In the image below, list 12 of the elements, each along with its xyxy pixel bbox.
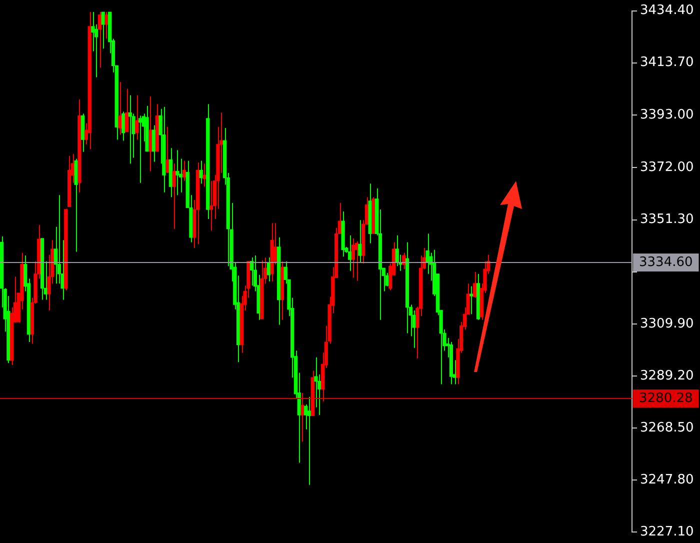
y-tick-label: 3268.50: [640, 420, 694, 436]
y-tick-label: 3393.00: [640, 107, 694, 122]
y-tick-label: 3351.30: [640, 212, 694, 228]
ref-line-label: 3280.28: [639, 390, 693, 406]
y-tick-label: 3289.20: [640, 368, 694, 384]
ref-line-label: 3334.60: [639, 254, 693, 270]
y-tick-label: 3372.00: [640, 160, 694, 176]
y-tick-label: 3247.80: [640, 472, 694, 488]
y-tick-label: 3413.70: [640, 55, 694, 70]
y-tick-label: 3434.40: [640, 3, 694, 18]
y-tick-label: 3309.90: [640, 316, 694, 332]
y-tick-label: 3227.10: [640, 524, 694, 540]
